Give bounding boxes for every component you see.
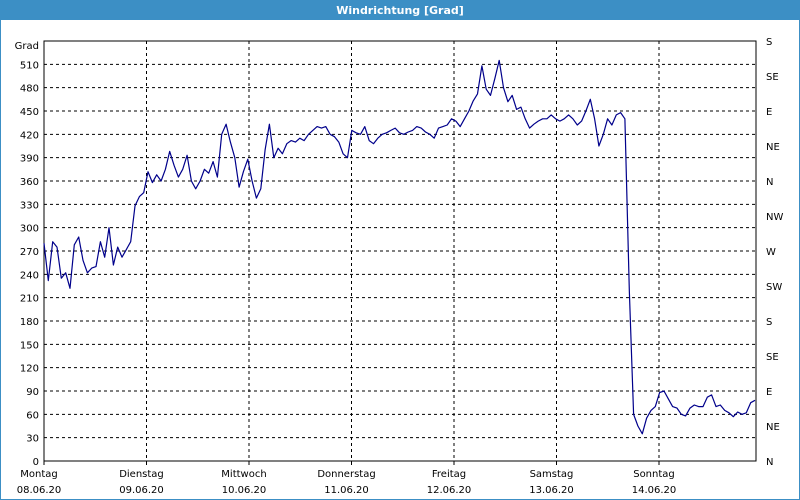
x-tick-day-label: Samstag [530,469,574,480]
x-tick-date-label: 13.06.20 [529,485,574,496]
x-tick-day-label: Freitag [432,469,466,480]
right-tick-label: NW [766,212,783,223]
right-tick-label: W [766,247,776,258]
x-tick-day-label: Montag [20,469,57,480]
x-tick-date-label: 09.06.20 [119,485,164,496]
x-tick-date-label: 10.06.20 [222,485,267,496]
y-tick-label: 240 [20,270,39,281]
y-tick-label: 480 [20,84,39,95]
plot-area [43,40,757,462]
x-tick-date-label: 11.06.20 [324,485,369,496]
x-tick-date-label: 14.06.20 [632,485,677,496]
y-tick-label: 510 [20,60,39,71]
y-tick-label: 450 [20,107,39,118]
y-tick-label: 150 [20,340,39,351]
y-tick-label: 270 [20,247,39,258]
right-tick-label: SW [766,282,782,293]
right-tick-label: NE [766,422,780,433]
y-tick-label: 360 [20,177,39,188]
right-tick-label: SE [766,72,779,83]
y-tick-label: 90 [26,387,39,398]
right-tick-label: E [766,107,772,118]
y-tick-label: 420 [20,130,39,141]
y-tick-label: 180 [20,317,39,328]
y-tick-label: 330 [20,200,39,211]
right-tick-label: E [766,387,772,398]
y-tick-label: 300 [20,224,39,235]
y-tick-label: 210 [20,294,39,305]
y-tick-label: 0 [33,457,39,468]
right-tick-label: S [766,317,772,328]
x-tick-day-label: Donnerstag [317,469,375,480]
x-tick-date-label: 12.06.20 [427,485,472,496]
x-tick-day-label: Mittwoch [221,469,266,480]
chart-title: Windrichtung [Grad] [1,1,799,20]
y-tick-label: 30 [26,434,39,445]
right-tick-label: S [766,37,772,48]
y-tick-label: 60 [26,410,39,421]
y-tick-label: 390 [20,154,39,165]
x-tick-day-label: Dienstag [119,469,164,480]
right-tick-label: SE [766,352,779,363]
right-tick-label: NE [766,142,780,153]
right-tick-label: N [766,177,773,188]
x-tick-day-label: Sonntag [633,469,675,480]
right-tick-label: N [766,457,773,468]
x-tick-date-label: 08.06.20 [17,485,62,496]
y-axis-label: Grad [15,41,39,52]
series-line [43,59,756,435]
y-tick-label: 120 [20,364,39,375]
